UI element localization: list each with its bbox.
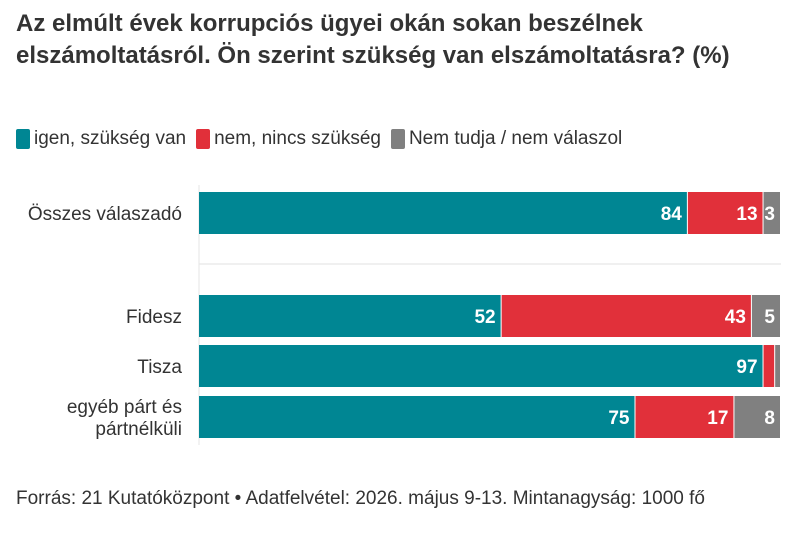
data-label: 97 — [736, 357, 757, 378]
legend-swatch-dk — [390, 129, 405, 149]
bar-segment — [199, 295, 501, 337]
category-label: egyéb párt és pártnélküli — [67, 397, 182, 440]
data-label: 8 — [764, 408, 775, 429]
legend-label-dk: Nem tudja / nem válaszol — [408, 128, 623, 149]
category-label: Fidesz — [126, 307, 182, 328]
data-label: 3 — [764, 204, 775, 225]
legend-swatch-no — [196, 129, 211, 149]
bar-segment — [199, 192, 687, 234]
category-label: Tisza — [137, 357, 182, 378]
data-label: 52 — [474, 307, 495, 328]
source-footer: Forrás: 21 Kutatóközpont • Adatfelvétel:… — [16, 488, 705, 509]
legend: igen, szükség van nem, nincs szükség Nem… — [16, 128, 632, 150]
bar-segment — [199, 396, 635, 438]
bar-segment — [687, 192, 763, 234]
bar-segment — [199, 345, 763, 387]
bar-segment — [734, 396, 780, 438]
legend-item-yes: igen, szükség van — [16, 128, 186, 150]
bar-segment — [751, 295, 780, 337]
bar-segment — [763, 345, 775, 387]
bar-segment — [635, 396, 734, 438]
category-label: Összes válaszadó — [28, 204, 182, 225]
legend-swatch-yes — [16, 129, 30, 149]
legend-item-dk: Nem tudja / nem válaszol — [390, 128, 623, 150]
bar-segment — [775, 345, 780, 387]
legend-label-no: nem, nincs szükség — [214, 128, 381, 149]
data-label: 75 — [608, 408, 630, 429]
bar-segment — [501, 295, 751, 337]
legend-label-yes: igen, szükség van — [34, 128, 187, 149]
chart-title: Az elmúlt évek korrupciós ügyei okán sok… — [16, 10, 730, 69]
data-label: 5 — [764, 307, 775, 328]
legend-item-no: nem, nincs szükség — [196, 128, 381, 150]
data-label: 84 — [661, 204, 683, 225]
data-label: 13 — [736, 204, 757, 225]
data-label: 17 — [707, 408, 728, 429]
data-label: 43 — [725, 307, 746, 328]
bar-segment — [763, 192, 780, 234]
